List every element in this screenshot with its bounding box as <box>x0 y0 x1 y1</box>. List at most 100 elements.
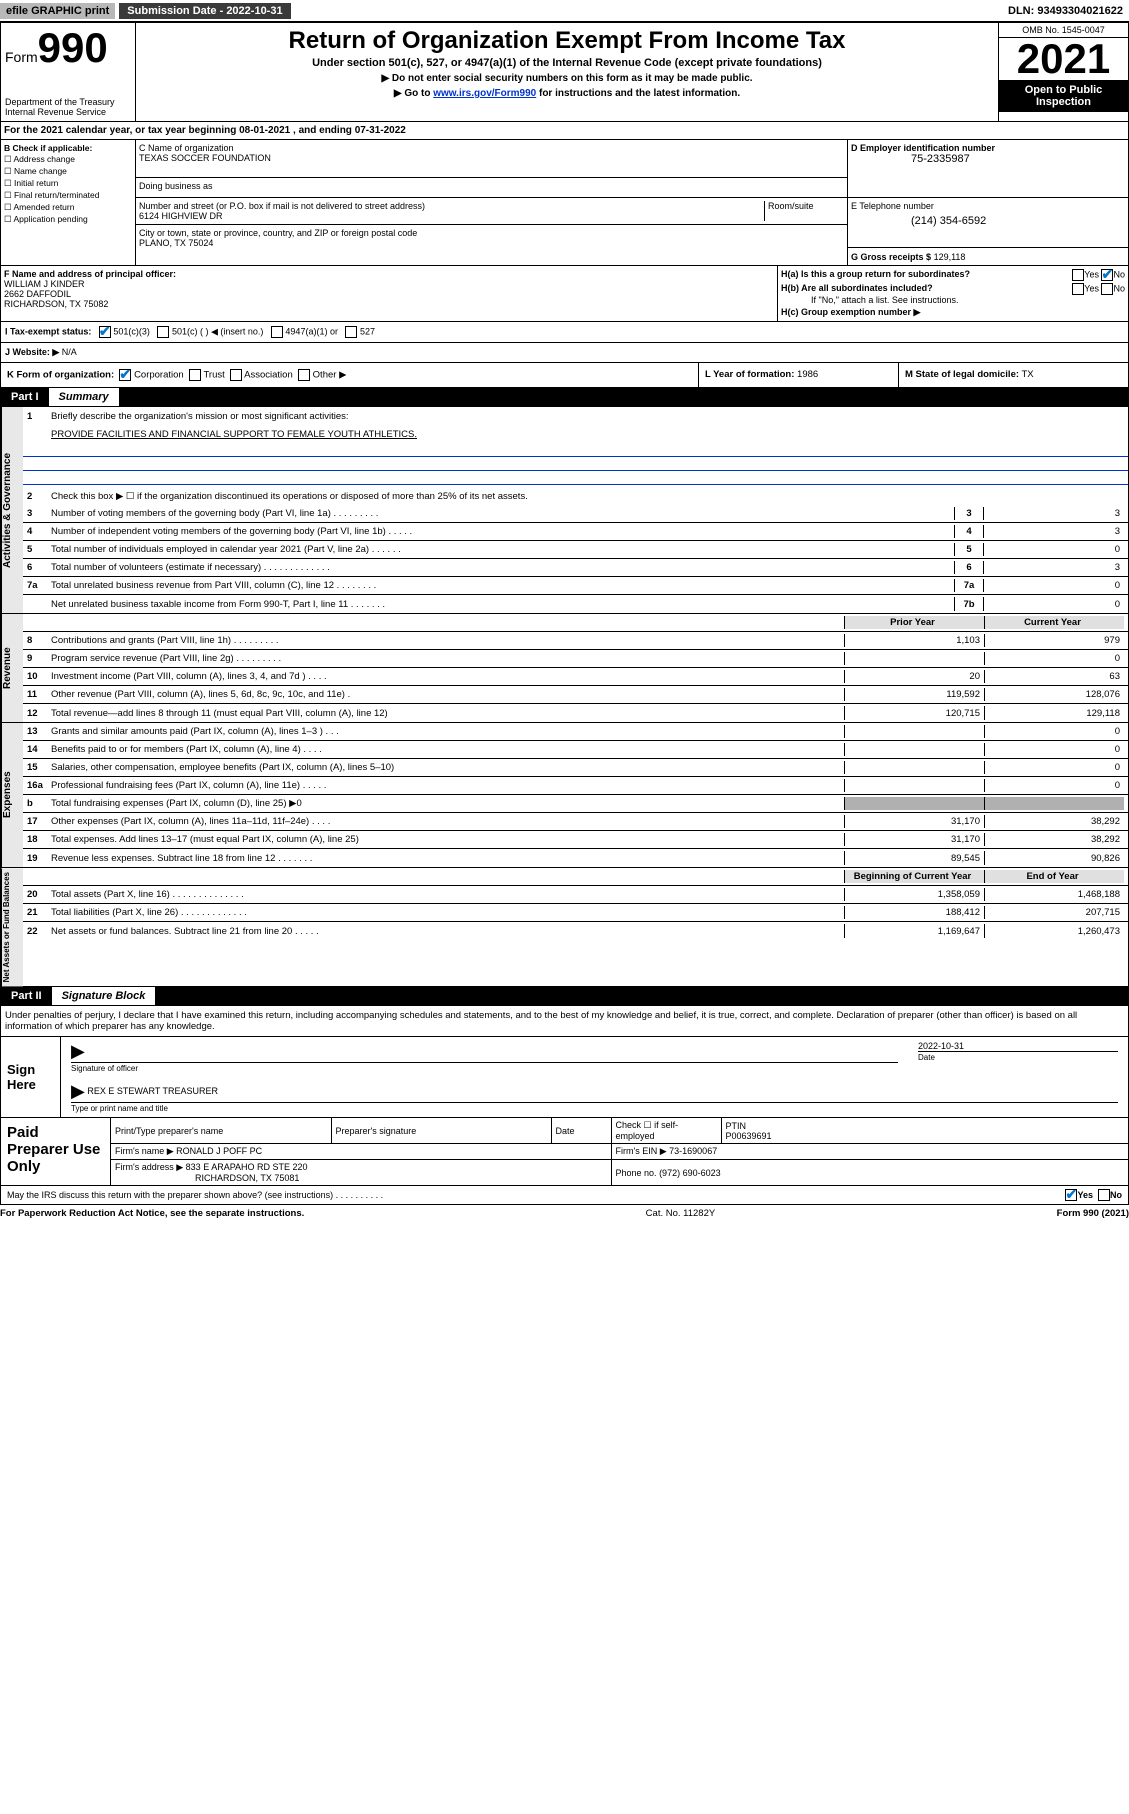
dln: DLN: 93493304021622 <box>1008 5 1129 17</box>
part2-header-wrap: Part II Signature Block <box>0 987 1129 1006</box>
section-i-j: I Tax-exempt status: 501(c)(3) 501(c) ( … <box>0 322 1129 363</box>
paperwork-notice: For Paperwork Reduction Act Notice, see … <box>0 1208 304 1219</box>
cb-app-pending[interactable]: ☐ Application pending <box>4 214 132 225</box>
subtitle-1: Under section 501(c), 527, or 4947(a)(1)… <box>144 57 990 69</box>
hb-no[interactable] <box>1101 283 1113 295</box>
arrow-icon: ▶ <box>71 1041 85 1061</box>
cb-other[interactable] <box>298 369 310 381</box>
cb-501c[interactable] <box>157 326 169 338</box>
section-k-l-m: K Form of organization: Corporation Trus… <box>0 363 1129 388</box>
firm-addr-cell: Firm's address ▶ 833 E ARAPAHO RD STE 22… <box>111 1160 611 1186</box>
part1-netassets: Net Assets or Fund Balances Beginning of… <box>0 868 1129 987</box>
tax-year-range: For the 2021 calendar year, or tax year … <box>1 122 1128 139</box>
row-5: 5Total number of individuals employed in… <box>23 541 1128 559</box>
section-c-address: C Name of organization TEXAS SOCCER FOUN… <box>136 140 1128 265</box>
mission-line <box>23 445 1128 457</box>
vert-revenue: Revenue <box>1 614 23 722</box>
part2-header: Part II Signature Block <box>1 987 1128 1005</box>
row-18: 18Total expenses. Add lines 13–17 (must … <box>23 831 1128 849</box>
mission-line <box>23 473 1128 485</box>
form-label: Form <box>5 49 38 65</box>
street-cell: Number and street (or P.O. box if mail i… <box>136 198 848 265</box>
firm-phone-cell: Phone no. (972) 690-6023 <box>611 1160 1128 1186</box>
cat-number: Cat. No. 11282Y <box>304 1208 1056 1219</box>
year-cell: OMB No. 1545-0047 2021 Open to Public In… <box>998 23 1128 121</box>
prep-name-label: Print/Type preparer's name <box>111 1118 331 1144</box>
ha-yes[interactable] <box>1072 269 1084 281</box>
cb-trust[interactable] <box>189 369 201 381</box>
subtitle-2: ▶ Do not enter social security numbers o… <box>144 73 990 84</box>
sig-officer-label: Signature of officer <box>71 1062 898 1073</box>
org-name-cell: C Name of organization TEXAS SOCCER FOUN… <box>136 140 848 197</box>
row-15: 15Salaries, other compensation, employee… <box>23 759 1128 777</box>
row-3: 3Number of voting members of the governi… <box>23 505 1128 523</box>
paid-preparer-label: Paid Preparer Use Only <box>1 1118 111 1185</box>
efile-label[interactable]: efile GRAPHIC print <box>0 3 115 19</box>
sign-fields: ▶ Signature of officer 2022-10-31 Date ▶… <box>61 1037 1128 1117</box>
dba-label: Doing business as <box>139 181 213 191</box>
row-13: 13Grants and similar amounts paid (Part … <box>23 723 1128 741</box>
firm-ein-cell: Firm's EIN ▶ 73-1690067 <box>611 1144 1128 1160</box>
cb-final-return[interactable]: ☐ Final return/terminated <box>4 190 132 201</box>
submission-date: Submission Date - 2022-10-31 <box>119 3 290 19</box>
part1-governance: Activities & Governance 1 Briefly descri… <box>0 407 1129 614</box>
open-public-label: Open to Public Inspection <box>999 80 1128 112</box>
vert-expenses: Expenses <box>1 723 23 867</box>
row-17: 17Other expenses (Part IX, column (A), l… <box>23 813 1128 831</box>
cb-corp[interactable] <box>119 369 131 381</box>
row-8: 8Contributions and grants (Part VIII, li… <box>23 632 1128 650</box>
row-21: 21Total liabilities (Part X, line 26) . … <box>23 904 1128 922</box>
tax-exempt-status: I Tax-exempt status: 501(c)(3) 501(c) ( … <box>5 326 1124 338</box>
prep-self-employed[interactable]: Check ☐ if self-employed <box>611 1118 721 1144</box>
ha-no[interactable] <box>1101 269 1113 281</box>
state-domicile: M State of legal domicile: TX <box>898 363 1128 387</box>
cb-name-change[interactable]: ☐ Name change <box>4 166 132 177</box>
section-b-checkboxes: B Check if applicable: ☐ Address change … <box>1 140 136 265</box>
footer-paperwork: For Paperwork Reduction Act Notice, see … <box>0 1205 1129 1222</box>
ptin-cell: PTINP00639691 <box>721 1118 1128 1144</box>
sig-date-value: 2022-10-31 <box>918 1041 964 1051</box>
form-number: 990 <box>38 24 108 71</box>
row-20: 20Total assets (Part X, line 16) . . . .… <box>23 886 1128 904</box>
vert-netassets: Net Assets or Fund Balances <box>1 868 23 986</box>
section-h: H(a) Is this a group return for subordin… <box>778 266 1128 321</box>
declaration-text: Under penalties of perjury, I declare th… <box>1 1006 1128 1036</box>
cb-amended[interactable]: ☐ Amended return <box>4 202 132 213</box>
part1-header-wrap: Part I Summary <box>0 388 1129 407</box>
top-bar: efile GRAPHIC print Submission Date - 20… <box>0 0 1129 22</box>
row-4: 4Number of independent voting members of… <box>23 523 1128 541</box>
cb-address-change[interactable]: ☐ Address change <box>4 154 132 165</box>
row-7b: Net unrelated business taxable income fr… <box>23 595 1128 613</box>
title-cell: Return of Organization Exempt From Incom… <box>136 23 998 121</box>
cb-527[interactable] <box>345 326 357 338</box>
cb-initial-return[interactable]: ☐ Initial return <box>4 178 132 189</box>
hb-yes[interactable] <box>1072 283 1084 295</box>
form-title: Return of Organization Exempt From Incom… <box>144 27 990 55</box>
discuss-no[interactable] <box>1098 1189 1110 1201</box>
street-value: 6124 HIGHVIEW DR <box>139 211 223 221</box>
firm-name-cell: Firm's name ▶ RONALD J POFF PC <box>111 1144 611 1160</box>
form-foot: Form 990 (2021) <box>1057 1208 1129 1219</box>
cb-501c3[interactable] <box>99 326 111 338</box>
row-16a: 16aProfessional fundraising fees (Part I… <box>23 777 1128 795</box>
discuss-yes[interactable] <box>1065 1189 1077 1201</box>
sig-date-label: Date <box>918 1051 1118 1062</box>
prep-date-label: Date <box>551 1118 611 1144</box>
part1-header: Part I Summary <box>1 388 1128 406</box>
city-value: PLANO, TX 75024 <box>139 238 213 248</box>
mission-line <box>23 459 1128 471</box>
row-10: 10Investment income (Part VIII, column (… <box>23 668 1128 686</box>
website-value: N/A <box>62 347 77 357</box>
arrow-icon: ▶ <box>71 1081 85 1101</box>
officer-name: WILLIAM J KINDER <box>4 279 85 289</box>
cb-assoc[interactable] <box>230 369 242 381</box>
instructions-link[interactable]: www.irs.gov/Form990 <box>433 88 536 99</box>
principal-officer: F Name and address of principal officer:… <box>1 266 778 321</box>
section-f-h: F Name and address of principal officer:… <box>0 266 1129 322</box>
row-7a: 7aTotal unrelated business revenue from … <box>23 577 1128 595</box>
row-b: bTotal fundraising expenses (Part IX, co… <box>23 795 1128 813</box>
row-hdr-rev: Prior Year Current Year <box>23 614 1128 632</box>
signature-block: Under penalties of perjury, I declare th… <box>0 1006 1129 1118</box>
cb-4947[interactable] <box>271 326 283 338</box>
row-12: 12Total revenue—add lines 8 through 11 (… <box>23 704 1128 722</box>
